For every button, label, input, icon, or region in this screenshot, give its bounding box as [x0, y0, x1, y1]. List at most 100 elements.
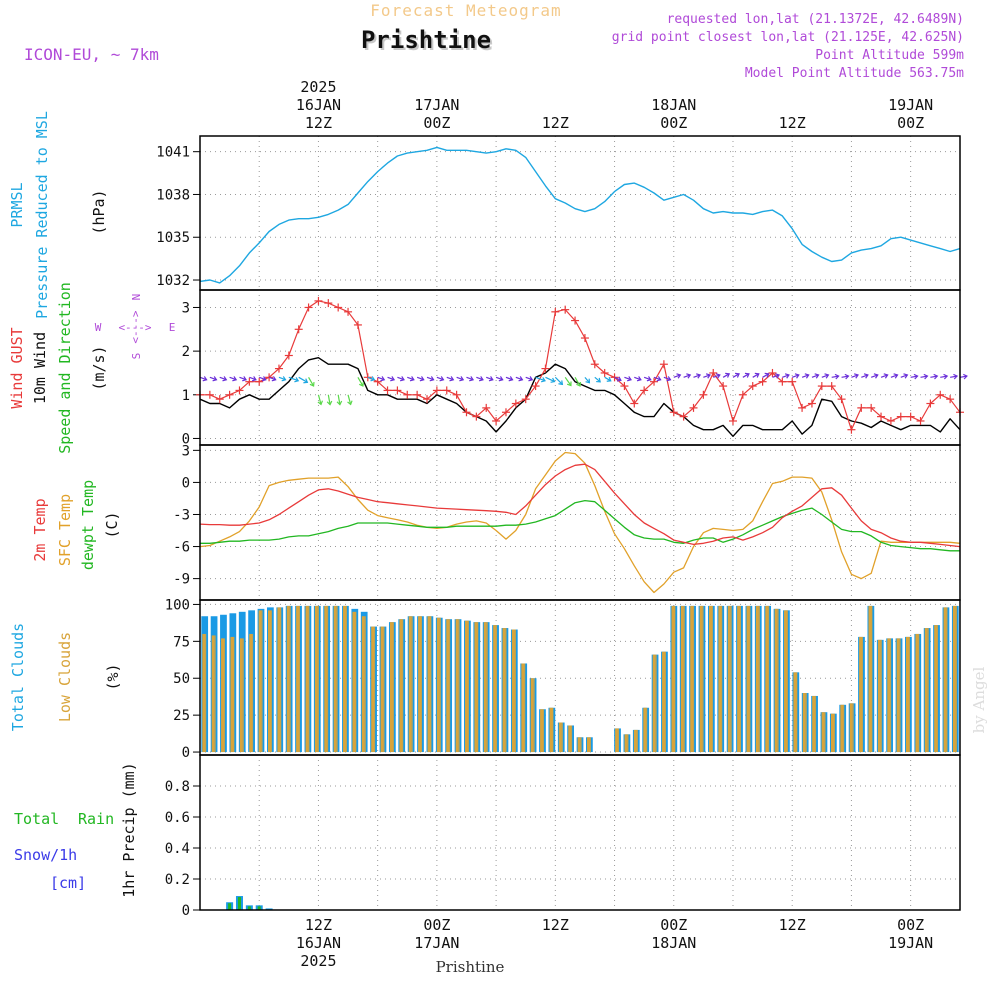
low-clouds-label: Low Clouds — [56, 632, 74, 722]
low-cloud-bar — [455, 619, 459, 753]
wind-arrow-head — [528, 376, 534, 382]
wind-arrow-head — [242, 376, 248, 382]
low-cloud-bar-stripe — [552, 707, 554, 753]
compass-east: E — [169, 321, 176, 334]
low-cloud-bar — [361, 616, 365, 753]
wind-arrow-head — [429, 376, 435, 382]
wind-arrow-shaft — [377, 376, 385, 381]
wind-arrow-shaft — [910, 375, 918, 378]
wind-direction-arrow — [683, 373, 692, 379]
wind-arrow-shaft — [209, 376, 217, 381]
low-cloud-bar-stripe — [533, 678, 535, 753]
wind-arrow-head — [873, 373, 879, 379]
wind-arrow-head — [326, 400, 333, 406]
gust-marker — [541, 364, 550, 373]
compass-west: W — [95, 321, 102, 334]
location-title: Prishtine — [363, 28, 493, 56]
low-cloud-bar — [483, 622, 487, 753]
gust-marker — [314, 296, 323, 305]
temp2m-label: 2m Temp — [31, 498, 49, 561]
plot-panels: 1032103510381041012330-3-6-9025507510000… — [156, 135, 968, 919]
wind-ytick-label: 3 — [182, 300, 190, 316]
gust-marker — [659, 360, 668, 369]
wind-arrow-head — [508, 376, 514, 382]
low-cloud-bar — [502, 628, 506, 753]
wind-direction-arrow — [298, 376, 309, 384]
low-cloud-bar-stripe — [496, 625, 498, 753]
wind-arrow-shaft — [713, 374, 721, 378]
precip-ytick-label: 0.4 — [165, 841, 190, 857]
wind-arrow-head — [261, 376, 267, 382]
low-cloud-bar-stripe — [683, 605, 685, 753]
wind-direction-arrow — [317, 394, 324, 406]
low-cloud-bar-stripe — [346, 605, 347, 753]
low-cloud-bar — [558, 722, 562, 753]
gust-marker — [669, 408, 678, 417]
wind-direction-arrow — [584, 376, 591, 384]
wind-direction-arrow — [505, 376, 514, 382]
wind-arrow-shaft — [525, 376, 533, 381]
gust-marker — [630, 399, 639, 408]
low-cloud-bar-stripe — [261, 610, 263, 753]
clouds-unit-label: (%) — [104, 663, 122, 690]
low-cloud-bar-stripe — [327, 605, 329, 753]
wind-arrow-shaft — [446, 376, 454, 381]
low-cloud-bar-stripe — [374, 626, 376, 753]
wind-arrow-shaft — [574, 377, 581, 387]
gust-marker — [936, 390, 945, 399]
wind-arrow-head — [518, 376, 524, 382]
wind-direction-arrow — [811, 373, 820, 379]
low-cloud-bar — [784, 610, 788, 753]
low-cloud-bar-stripe — [646, 707, 648, 753]
wind-direction-arrow — [278, 376, 287, 382]
wind-arrow-shaft — [505, 376, 513, 381]
wind-direction-arrow — [426, 376, 435, 382]
gust-marker — [886, 416, 895, 425]
rain-bar — [257, 906, 261, 910]
requested-coords: requested lon,lat (21.1372E, 42.6489N) — [667, 12, 964, 27]
low-cloud-bar-stripe — [918, 633, 920, 753]
wind-arrow-head — [585, 378, 591, 384]
wind-arrow-shaft — [486, 376, 494, 381]
wind-arrow-head — [616, 376, 622, 382]
gust-marker — [344, 307, 353, 316]
low-cloud-bar-stripe — [927, 628, 929, 753]
low-cloud-bar — [737, 605, 741, 753]
wind-direction-arrow — [634, 376, 642, 382]
wind-arrow-shaft — [752, 373, 760, 378]
gust-marker — [423, 395, 432, 404]
wind-arrow-head — [558, 380, 564, 386]
wind-arrow-head — [626, 376, 632, 382]
low-cloud-bar-stripe — [749, 605, 751, 753]
total-clouds-label: Total Clouds — [9, 623, 27, 731]
wind-direction-arrow — [219, 376, 228, 382]
pressure-ytick-label: 1041 — [156, 145, 190, 161]
gust-marker — [877, 412, 886, 421]
wind-arrow-shaft — [407, 376, 415, 381]
wind-arrow-head — [943, 373, 949, 380]
low-cloud-bar-stripe — [721, 605, 723, 753]
low-cloud-bar — [943, 607, 947, 753]
time-tick-label: 00Z — [897, 916, 924, 934]
wind-arrow-shaft — [930, 375, 938, 378]
low-cloud-bar-stripe — [308, 605, 310, 753]
low-cloud-bar — [952, 605, 956, 753]
precip-unit-label: 1hr Precip (mm) — [120, 762, 138, 897]
gust-marker — [709, 368, 718, 377]
wind-direction-arrow — [229, 376, 238, 382]
low-cloud-bar — [812, 695, 816, 753]
gust-marker — [926, 399, 935, 408]
gust-marker — [778, 377, 787, 386]
low-cloud-bar — [821, 712, 825, 753]
wind-arrow-head — [419, 376, 425, 382]
wind-speed-line — [199, 357, 961, 437]
low-cloud-bar-stripe — [524, 663, 526, 753]
temp-frame — [199, 444, 961, 601]
low-cloud-bar-stripe — [477, 622, 479, 753]
low-cloud-bar — [418, 616, 422, 753]
temp-ytick-label: 0 — [182, 475, 190, 491]
wind-arrow-shaft — [851, 374, 859, 378]
wind-arrow-shaft — [584, 376, 590, 384]
time-tick-label: 17JAN — [414, 934, 459, 952]
